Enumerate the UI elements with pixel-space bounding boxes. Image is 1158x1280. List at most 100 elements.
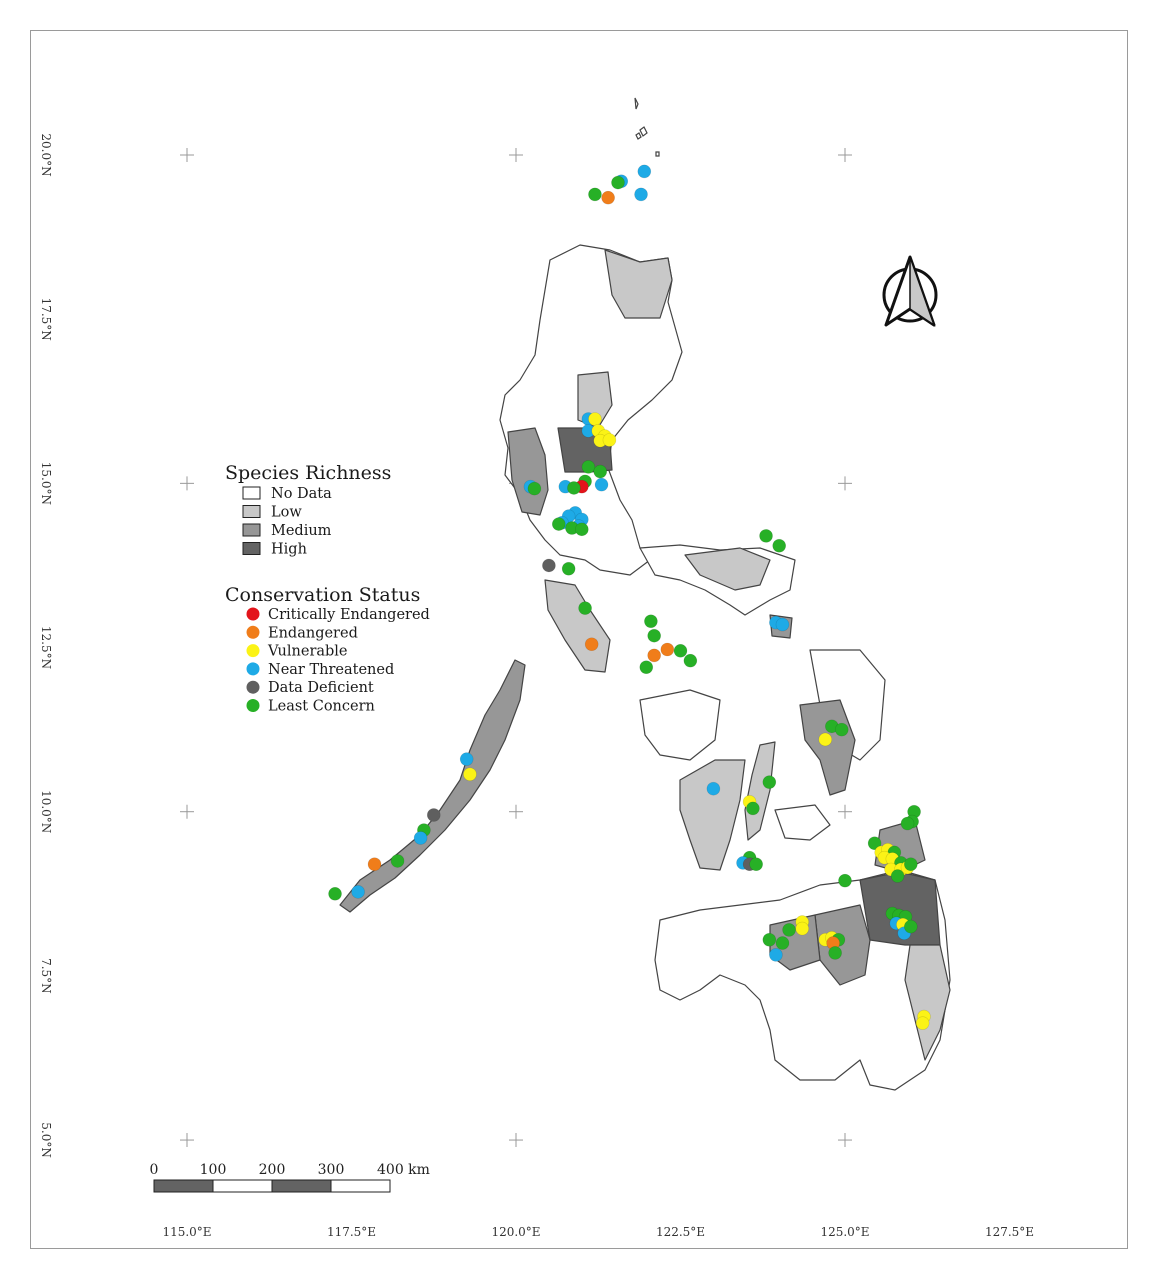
occurrence-point-least_concern [647, 628, 661, 643]
longitude-label: 127.5°E [985, 1225, 1034, 1239]
occurrence-point-least_concern [578, 601, 592, 615]
occurrence-point-near_threatened [413, 831, 428, 845]
occurrence-point-vulnerable [915, 1016, 930, 1030]
richness-legend-items: No Data Low Medium High [242, 486, 332, 558]
richness-label-no_data: No Data [271, 486, 332, 502]
richness-label-medium: Medium [271, 523, 332, 539]
longitude-label: 125.0°E [820, 1225, 869, 1239]
status-label-near_threatened: Near Threatened [268, 662, 394, 678]
richness-label-high: High [271, 542, 307, 558]
status-swatch-near_threatened [246, 662, 260, 676]
occurrence-point-least_concern [782, 923, 796, 937]
occurrence-point-least_concern [903, 857, 918, 872]
occurrence-point-least_concern [527, 481, 542, 496]
occurrence-point-least_concern [328, 886, 342, 901]
richness-swatch-medium [242, 523, 261, 537]
latitude-label: 12.5°N [39, 626, 53, 669]
occurrence-point-near_threatened [351, 885, 365, 899]
latitude-label: 17.5°N [39, 298, 53, 341]
scale-label: 200 [259, 1162, 286, 1178]
occurrence-point-least_concern [759, 529, 773, 543]
latitude-label: 10.0°N [39, 790, 53, 833]
longitude-label: 120.0°E [491, 1225, 540, 1239]
occurrence-point-vulnerable [795, 921, 810, 936]
region-cagayan-low [604, 249, 673, 319]
longitude-labels: 115.0°E 117.5°E 120.0°E 122.5°E 125.0°E 127.5… [162, 1225, 1034, 1239]
occurrence-point-least_concern [749, 857, 763, 872]
scale-bar: 0 100 200 300 400 km [150, 1162, 430, 1193]
occurrence-point-least_concern [561, 561, 576, 576]
legend-richness-title: Species Richness [225, 462, 391, 484]
occurrence-point-least_concern [574, 522, 589, 537]
occurrence-point-least_concern [683, 653, 698, 668]
occurrence-point-least_concern [593, 464, 608, 479]
occurrence-point-least_concern [673, 644, 688, 658]
status-swatch-data_deficient [246, 680, 260, 694]
region-bohol [774, 804, 831, 841]
occurrence-point-least_concern [581, 460, 596, 474]
occurrence-point-near_threatened [769, 948, 783, 962]
richness-swatch-no_data [242, 486, 261, 500]
status-label-critically_endangered: Critically Endangered [268, 607, 430, 623]
island-batanes [634, 97, 660, 157]
occurrence-point-least_concern [775, 936, 790, 950]
richness-label-low: Low [271, 505, 302, 521]
occurrence-point-least_concern [551, 517, 566, 531]
richness-swatch-high [242, 542, 261, 555]
occurrence-points [328, 164, 931, 1030]
occurrence-point-least_concern [900, 816, 915, 831]
occurrence-point-least_concern [639, 660, 654, 675]
map-frame [30, 30, 1128, 1249]
occurrence-point-near_threatened [706, 781, 721, 796]
occurrence-point-least_concern [611, 175, 625, 190]
latitude-label: 5.0°N [39, 1122, 53, 1158]
occurrence-point-least_concern [588, 187, 602, 202]
region-camarines-low [684, 547, 771, 591]
region-mindoro-low [544, 579, 611, 673]
occurrence-point-least_concern [828, 946, 842, 960]
land-layer [339, 97, 951, 1091]
occurrence-point-least_concern [772, 538, 787, 553]
occurrence-point-least_concern [390, 854, 405, 868]
scale-label: 100 [200, 1162, 227, 1178]
status-label-endangered: Endangered [268, 625, 358, 641]
occurrence-point-endangered [367, 857, 382, 872]
status-swatch-critically_endangered [246, 607, 260, 621]
occurrence-point-endangered [601, 190, 615, 205]
status-label-vulnerable: Vulnerable [267, 644, 348, 660]
occurrence-point-near_threatened [459, 752, 474, 766]
latitude-label: 15.0°N [39, 462, 53, 505]
status-legend-items: Critically Endangered Endangered Vulnerabl… [246, 607, 430, 715]
scale-bar-labels: 0 100 200 300 400 km [150, 1162, 430, 1178]
region-cebu-low [744, 741, 776, 841]
occurrence-point-least_concern [762, 932, 777, 947]
north-arrow-icon [882, 255, 938, 327]
status-label-data_deficient: Data Deficient [268, 680, 374, 696]
occurrence-point-least_concern [746, 801, 760, 816]
scale-label: 400 km [377, 1162, 430, 1178]
occurrence-point-near_threatened [634, 187, 648, 202]
occurrence-point-vulnerable [602, 433, 617, 447]
occurrence-point-least_concern [838, 873, 852, 888]
occurrence-point-vulnerable [818, 732, 833, 747]
status-swatch-endangered [246, 625, 260, 639]
richness-swatch-low [242, 505, 261, 518]
occurrence-point-endangered [584, 637, 599, 652]
latitude-label: 20.0°N [39, 133, 53, 176]
status-swatch-vulnerable [246, 644, 260, 658]
region-panay [639, 689, 721, 761]
status-label-least_concern: Least Concern [268, 699, 375, 715]
occurrence-point-data_deficient [426, 808, 441, 822]
occurrence-point-least_concern [567, 481, 581, 495]
longitude-label: 115.0°E [162, 1225, 211, 1239]
occurrence-point-near_threatened [637, 164, 652, 179]
occurrence-point-data_deficient [542, 558, 556, 573]
latitude-label: 7.5°N [39, 958, 53, 994]
region-negros-low [679, 759, 746, 871]
longitude-label: 122.5°E [656, 1225, 705, 1239]
occurrence-point-endangered [647, 648, 661, 663]
occurrence-point-near_threatened [594, 477, 609, 492]
occurrence-point-least_concern [644, 614, 658, 629]
occurrence-point-near_threatened [775, 617, 790, 632]
